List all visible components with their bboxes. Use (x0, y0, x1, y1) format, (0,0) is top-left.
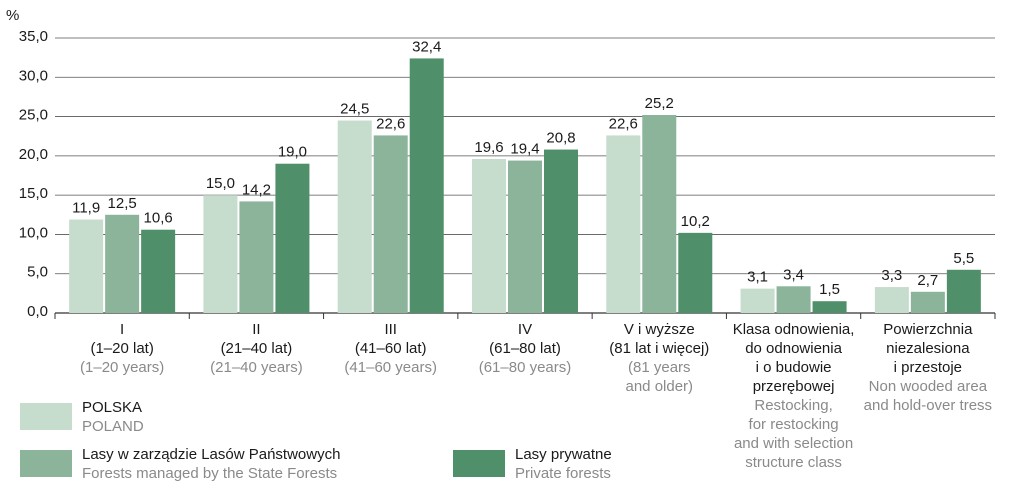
y-tick-label: 5,0 (27, 264, 48, 281)
bar (337, 120, 372, 313)
x-tick-label: (61–80 lat) (489, 340, 561, 357)
value-label: 22,6 (609, 115, 638, 132)
x-tick-label-en: Restocking, (754, 397, 832, 414)
value-label: 5,5 (953, 250, 974, 267)
y-tick-label: 30,0 (19, 67, 48, 84)
legend-label-en: Private forests (515, 465, 611, 482)
x-tick-label: (41–60 lat) (355, 340, 427, 357)
x-tick-label: (21–40 lat) (221, 340, 293, 357)
x-tick-label: i o budowie (756, 359, 832, 376)
bar (642, 115, 677, 313)
x-tick-label: II (252, 321, 260, 338)
bar (606, 135, 641, 313)
x-tick-label-en: (81 years (628, 359, 691, 376)
bar (239, 201, 274, 313)
bar (874, 287, 909, 313)
y-tick-label: 10,0 (19, 224, 48, 241)
legend-label-en: POLAND (82, 418, 144, 435)
value-label: 10,2 (681, 213, 710, 230)
bar (373, 135, 408, 313)
value-label: 14,2 (242, 181, 271, 198)
x-tick-label: przerębowej (753, 378, 835, 395)
x-tick-label-en: (61–80 years) (479, 359, 572, 376)
x-tick-label-en: for restocking (749, 416, 839, 433)
y-tick-label: 0,0 (27, 303, 48, 320)
x-tick-label: do odnowienia (745, 340, 842, 357)
value-label: 11,9 (72, 199, 100, 216)
bar (141, 229, 176, 313)
legend-label: POLSKA (82, 399, 142, 416)
bar (812, 301, 847, 313)
value-label: 2,7 (917, 272, 938, 289)
value-label: 22,6 (376, 115, 405, 132)
value-label: 24,5 (340, 100, 369, 117)
value-label: 10,6 (144, 210, 173, 227)
bar (544, 149, 578, 313)
value-label: 20,8 (546, 130, 575, 147)
bar (203, 195, 238, 313)
legend-swatch (453, 450, 505, 477)
x-tick-label: (81 lat i więcej) (609, 340, 709, 357)
x-tick-label: niezalesiona (886, 340, 970, 357)
x-tick-label-en: (21–40 years) (210, 359, 303, 376)
bar (472, 159, 506, 313)
bar (740, 288, 775, 313)
bar (105, 214, 140, 313)
x-tick-label-en: and hold-over tress (864, 397, 992, 414)
value-label: 3,3 (881, 267, 902, 284)
y-tick-label: 20,0 (19, 146, 48, 163)
x-tick-label: (1–20 lat) (90, 340, 153, 357)
x-tick-label: I (120, 321, 124, 338)
y-tick-label: 35,0 (19, 28, 48, 45)
value-label: 19,6 (474, 139, 503, 156)
bar (946, 269, 981, 313)
value-label: 3,4 (783, 266, 804, 283)
x-tick-label: Klasa odnowienia, (733, 321, 855, 338)
x-tick-label-en: (1–20 years) (80, 359, 164, 376)
bar (910, 291, 945, 313)
x-tick-label: IV (518, 321, 532, 338)
legend-swatch (20, 403, 72, 430)
x-tick-label-en: and with selection (734, 435, 853, 452)
legend-label-en: Forests managed by the State Forests (82, 465, 337, 482)
value-label: 19,4 (510, 141, 539, 158)
value-label: 12,5 (108, 195, 137, 212)
value-label: 32,4 (412, 38, 441, 55)
value-label: 3,1 (747, 269, 768, 286)
bar (69, 219, 104, 313)
x-tick-label-en: and older) (626, 378, 694, 395)
value-label: 1,5 (819, 281, 840, 298)
bar (409, 58, 444, 313)
bar (275, 163, 310, 313)
y-unit: % (6, 7, 19, 24)
bar (678, 232, 713, 313)
x-tick-label-en: Non wooded area (869, 378, 988, 395)
x-tick-label-en: (41–60 years) (344, 359, 437, 376)
bar (776, 286, 811, 313)
legend-label: Lasy prywatne (515, 446, 612, 463)
x-tick-label: V i wyższe (624, 321, 695, 338)
value-label: 25,2 (645, 95, 674, 112)
x-tick-label: Powierzchnia (883, 321, 973, 338)
x-tick-label-en: structure class (745, 454, 842, 471)
y-tick-label: 25,0 (19, 107, 48, 124)
value-label: 15,0 (206, 175, 235, 192)
value-label: 19,0 (278, 144, 307, 161)
x-tick-label: III (384, 321, 397, 338)
x-tick-label: i przestoje (894, 359, 962, 376)
legend-label: Lasy w zarządzie Lasów Państwowych (82, 446, 340, 463)
bar (508, 160, 542, 313)
legend-swatch (20, 450, 72, 477)
y-tick-label: 15,0 (19, 185, 48, 202)
